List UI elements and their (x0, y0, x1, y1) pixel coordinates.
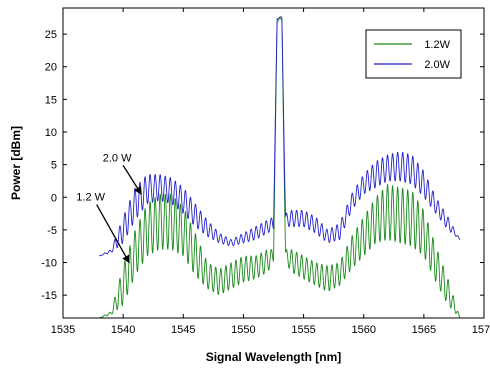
x-axis-title: Signal Wavelength [nm] (206, 350, 342, 364)
y-tick-label: 25 (45, 29, 57, 41)
series-line-2.0W (98, 16, 461, 257)
annotation-label: 1.2 W (76, 192, 105, 204)
axes-layer: 15351540154515501555156015651570-15-10-5… (41, 7, 490, 336)
annotation-label: 2.0 W (103, 152, 132, 164)
y-tick-label: -10 (41, 258, 57, 270)
axes-box (62, 7, 485, 319)
y-tick-label: 0 (51, 192, 57, 204)
legend: 1.2W 2.0W (365, 29, 462, 79)
x-tick-label: 1570 (472, 324, 490, 336)
x-tick-label: 1540 (111, 324, 135, 336)
y-tick-label: 5 (51, 160, 57, 172)
y-tick-label: 15 (45, 94, 57, 106)
x-tick-label: 1535 (51, 324, 75, 336)
x-tick-label: 1560 (351, 324, 375, 336)
legend-label-2.0W: 2.0W (424, 59, 450, 71)
annotations: 2.0 W 1.2 W (76, 152, 142, 264)
x-tick-label: 1555 (291, 324, 315, 336)
x-tick-label: 1550 (231, 324, 255, 336)
plot-layer (98, 16, 461, 318)
y-tick-label: 10 (45, 127, 57, 139)
annotation-arrow (96, 204, 130, 264)
annotation-arrow (122, 165, 142, 195)
x-tick-label: 1545 (171, 324, 195, 336)
y-tick-label: 20 (45, 62, 57, 74)
y-tick-label: -15 (41, 290, 57, 302)
legend-box (365, 29, 462, 79)
x-tick-label: 1565 (412, 324, 436, 336)
y-tick-label: -5 (47, 225, 57, 237)
legend-label-1.2W: 1.2W (424, 39, 450, 51)
y-axis-title: Power [dBm] (9, 126, 23, 200)
